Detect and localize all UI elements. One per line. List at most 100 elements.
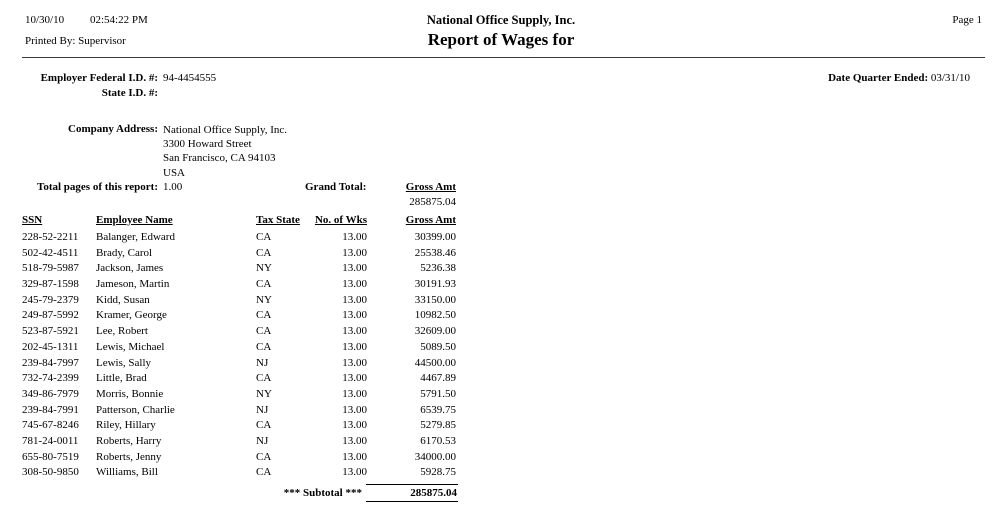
quarter-ended-label: Date Quarter Ended:	[828, 72, 929, 84]
cell-employee: Jameson, Martin	[96, 278, 170, 291]
table-row: 781-24-0011 Roberts, Harry NJ 13.00 6170…	[0, 435, 1002, 451]
cell-gross-amt: 34000.00	[414, 450, 456, 463]
header-divider	[22, 57, 985, 58]
table-row: 239-84-7991 Patterson, Charlie NJ 13.00 …	[0, 404, 1002, 420]
cell-employee: Lewis, Sally	[96, 356, 151, 369]
subtotal-label: *** Subtotal ***	[283, 487, 362, 499]
table-row: 349-86-7979 Morris, Bonnie NY 13.00 5791…	[0, 388, 1002, 404]
cell-ssn: 228-52-2211	[22, 231, 79, 243]
table-row: 655-80-7519 Roberts, Jenny CA 13.00 3400…	[0, 451, 1002, 467]
cell-no-of-wks: 13.00	[342, 419, 367, 432]
cell-no-of-wks: 13.00	[342, 231, 367, 243]
cell-employee: Roberts, Harry	[96, 434, 162, 447]
cell-no-of-wks: 13.00	[342, 466, 367, 479]
col-header-employee: Employee Name	[96, 214, 173, 226]
cell-tax-state: CA	[256, 278, 272, 291]
cell-gross-amt: 6170.53	[420, 434, 456, 447]
table-row: 732-74-2399 Little, Brad CA 13.00 4467.8…	[0, 372, 1002, 388]
cell-ssn: 518-79-5987	[22, 262, 79, 275]
col-header-no-of-wks: No. of Wks	[314, 214, 367, 226]
cell-ssn: 781-24-0011	[22, 434, 79, 447]
table-row: 245-79-2379 Kidd, Susan NY 13.00 33150.0…	[0, 294, 1002, 310]
table-row: 228-52-2211 Balanger, Edward CA 13.00 30…	[0, 231, 1002, 247]
fed-id-label: Employer Federal I.D. #:	[40, 72, 158, 84]
table-row: 329-87-1598 Jameson, Martin CA 13.00 301…	[0, 278, 1002, 294]
cell-ssn: 239-84-7997	[22, 356, 79, 369]
cell-no-of-wks: 13.00	[342, 356, 367, 369]
table-row: 502-42-4511 Brady, Carol CA 13.00 25538.…	[0, 247, 1002, 263]
col-header-tax-state: Tax State	[256, 214, 300, 226]
cell-no-of-wks: 13.00	[342, 278, 367, 291]
cell-gross-amt: 10982.50	[414, 309, 456, 322]
company-title: National Office Supply, Inc.	[426, 13, 576, 27]
cell-gross-amt: 5279.85	[420, 419, 456, 432]
cell-gross-amt: 5236.38	[420, 262, 456, 275]
printed-by-value: Supervisor	[78, 35, 126, 47]
cell-tax-state: CA	[256, 325, 272, 338]
cell-tax-state: CA	[256, 246, 272, 259]
cell-gross-amt: 5791.50	[420, 387, 456, 400]
printed-by-label: Printed By:	[25, 35, 76, 47]
cell-employee: Riley, Hillary	[96, 419, 156, 432]
printed-by-line: Printed By: Supervisor	[25, 35, 126, 47]
col-header-gross-amt: Gross Amt	[405, 214, 456, 226]
subtotal-value: 285875.04	[366, 484, 458, 502]
total-pages-label: Total pages of this report:	[37, 181, 158, 193]
cell-employee: Lee, Robert	[96, 325, 148, 338]
cell-ssn: 732-74-2399	[22, 372, 79, 385]
grand-total-value: 285875.04	[409, 196, 456, 208]
cell-tax-state: NJ	[256, 403, 269, 416]
cell-no-of-wks: 13.00	[342, 340, 367, 353]
table-header-row: SSN Employee Name Tax State No. of Wks G…	[0, 214, 1002, 230]
table-row: 523-87-5921 Lee, Robert CA 13.00 32609.0…	[0, 325, 1002, 341]
grand-total-gross-amt-header: Gross Amt	[405, 181, 456, 193]
cell-tax-state: NY	[256, 293, 272, 306]
address-line: USA	[163, 166, 186, 179]
cell-gross-amt: 6539.75	[420, 403, 456, 416]
cell-tax-state: NJ	[256, 434, 269, 447]
report-date: 10/30/10	[25, 14, 65, 26]
fed-id-value: 94-4454555	[163, 72, 217, 84]
cell-tax-state: CA	[256, 419, 272, 432]
cell-ssn: 502-42-4511	[22, 246, 79, 259]
total-pages-value: 1.00	[163, 181, 183, 193]
cell-gross-amt: 33150.00	[414, 293, 456, 306]
cell-ssn: 349-86-7979	[22, 387, 79, 400]
cell-employee: Brady, Carol	[96, 246, 153, 259]
cell-no-of-wks: 13.00	[342, 450, 367, 463]
company-address-value: National Office Supply, Inc. 3300 Howard…	[163, 123, 287, 180]
table-row: 239-84-7997 Lewis, Sally NJ 13.00 44500.…	[0, 357, 1002, 373]
cell-tax-state: CA	[256, 231, 272, 243]
page-number: Page 1	[952, 14, 982, 26]
grand-total-label: Grand Total:	[305, 181, 367, 193]
state-id-label: State I.D. #:	[101, 87, 158, 99]
cell-employee: Patterson, Charlie	[96, 403, 175, 416]
cell-ssn: 202-45-1311	[22, 340, 79, 353]
report-time: 02:54:22 PM	[90, 14, 148, 26]
cell-employee: Little, Brad	[96, 372, 147, 385]
cell-no-of-wks: 13.00	[342, 309, 367, 322]
quarter-ended-value: 03/31/10	[930, 72, 970, 84]
address-line: National Office Supply, Inc.	[163, 124, 288, 136]
cell-employee: Roberts, Jenny	[96, 450, 162, 463]
cell-ssn: 249-87-5992	[22, 309, 79, 322]
table-body: 228-52-2211 Balanger, Edward CA 13.00 30…	[0, 231, 1002, 482]
cell-gross-amt: 5928.75	[420, 466, 456, 479]
cell-no-of-wks: 13.00	[342, 262, 367, 275]
cell-gross-amt: 5089.50	[420, 340, 456, 353]
cell-gross-amt: 4467.89	[420, 372, 456, 385]
cell-employee: Kidd, Susan	[96, 293, 150, 306]
cell-employee: Jackson, James	[96, 262, 164, 275]
cell-no-of-wks: 13.00	[342, 387, 367, 400]
cell-tax-state: CA	[256, 450, 272, 463]
cell-employee: Williams, Bill	[96, 466, 158, 479]
cell-ssn: 655-80-7519	[22, 450, 79, 463]
cell-gross-amt: 30399.00	[414, 231, 456, 243]
subtotal-row: *** Subtotal *** 285875.04	[0, 484, 1002, 502]
cell-gross-amt: 32609.00	[414, 325, 456, 338]
cell-tax-state: NJ	[256, 356, 269, 369]
table-row: 202-45-1311 Lewis, Michael CA 13.00 5089…	[0, 341, 1002, 357]
cell-tax-state: CA	[256, 340, 272, 353]
cell-tax-state: NY	[256, 387, 272, 400]
